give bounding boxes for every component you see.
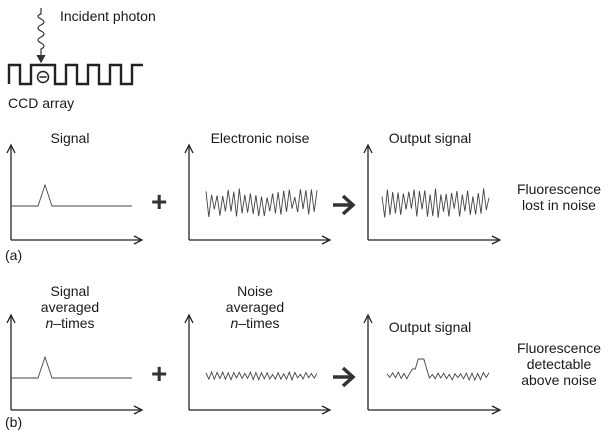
electronic-noise-title: Electronic noise xyxy=(210,130,310,146)
noise-averaged-title: Noise averaged n–times xyxy=(200,283,310,331)
photon-wave-icon xyxy=(36,8,46,64)
signal-title: Signal xyxy=(50,130,90,146)
signal-avg-line2: averaged xyxy=(40,299,100,315)
output-axes-a xyxy=(363,143,502,245)
noise-avg-times: –times xyxy=(238,315,280,331)
signal-avg-n: n xyxy=(45,315,54,331)
noise-avg-line2: averaged xyxy=(225,299,285,315)
electron-icon xyxy=(36,70,50,84)
result-b-line1: Fluorescence xyxy=(516,340,602,356)
noise-trace-b xyxy=(205,370,318,382)
arrow-right-icon-b xyxy=(333,366,356,388)
noise-axes-a xyxy=(184,143,332,245)
panel-tag-a: (a) xyxy=(5,247,23,263)
signal-avg-line3: n–times xyxy=(20,315,120,331)
ccd-array-icon xyxy=(7,63,143,86)
result-label-a: Fluorescence lost in noise xyxy=(506,181,612,213)
result-b-line3: above noise xyxy=(521,372,597,388)
arrow-right-icon-a xyxy=(333,194,356,216)
panel-tag-b: (b) xyxy=(5,414,23,430)
incident-photon-label: Incident photon xyxy=(60,8,156,24)
signal-avg-times: –times xyxy=(53,315,95,331)
signal-axes-b xyxy=(6,313,144,415)
output-trace-a xyxy=(381,188,490,218)
noise-avg-line3: n–times xyxy=(200,315,310,331)
output-axes-b xyxy=(363,313,502,415)
result-b-line2: detectable xyxy=(526,356,592,372)
plus-sign-a: + xyxy=(151,186,168,217)
result-label-b: Fluorescence detectable above noise xyxy=(506,340,612,388)
plus-sign-b: + xyxy=(151,358,168,389)
output-trace-b xyxy=(386,358,490,382)
signal-avg-line1: Signal xyxy=(50,283,90,299)
result-a-line2: lost in noise xyxy=(522,197,596,213)
ccd-array-label: CCD array xyxy=(8,95,75,111)
noise-avg-n: n xyxy=(230,315,239,331)
noise-axes-b xyxy=(184,313,332,415)
result-a-line1: Fluorescence xyxy=(516,181,602,197)
signal-axes-a xyxy=(6,143,144,245)
signal-averaged-title: Signal averaged n–times xyxy=(20,283,120,331)
noise-trace-a xyxy=(205,188,318,218)
noise-avg-line1: Noise xyxy=(237,283,273,299)
output-signal-title-a: Output signal xyxy=(388,130,472,146)
output-signal-title-b: Output signal xyxy=(388,319,472,335)
signal-trace-a xyxy=(11,183,132,207)
signal-trace-b xyxy=(11,355,132,379)
